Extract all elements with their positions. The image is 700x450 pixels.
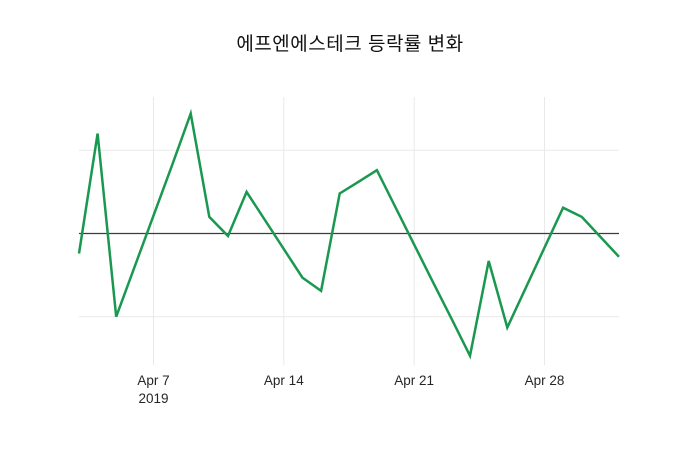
x-tick-label: Apr 21 (394, 373, 434, 388)
x-tick-label: Apr 28 (525, 373, 565, 388)
x-tick-label: Apr 7 (137, 373, 169, 388)
x-tick-label: Apr 14 (264, 373, 304, 388)
chart-title: 에프엔에스테크 등락률 변화 (236, 34, 464, 55)
x-tick-sublabel: 2019 (138, 391, 168, 406)
price-change-line (77, 108, 620, 360)
